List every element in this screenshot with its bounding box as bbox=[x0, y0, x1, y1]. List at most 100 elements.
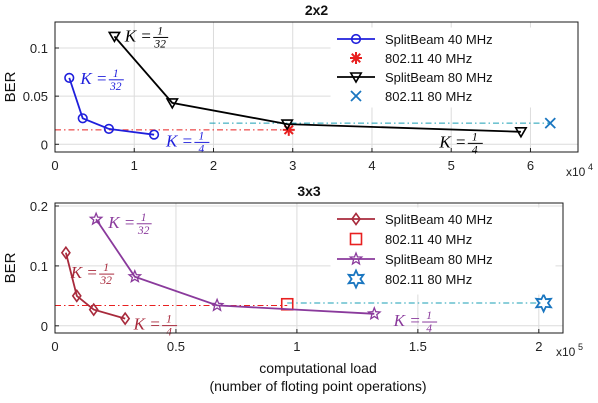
data-point-shape bbox=[88, 302, 99, 317]
legend-label: SplitBeam 80 MHz bbox=[385, 70, 493, 85]
data-point-shape bbox=[514, 126, 528, 139]
data-point bbox=[71, 288, 82, 303]
legend: SplitBeam 40 MHz 802.11 40 MHz SplitBeam 8… bbox=[330, 27, 578, 108]
data-point bbox=[103, 123, 114, 134]
k-annotation-numerator: 1 bbox=[113, 67, 119, 80]
legend-label: 802.11 80 MHz bbox=[385, 272, 472, 287]
x-tick-label: 2 bbox=[210, 158, 217, 173]
k-annotation-label: K = bbox=[124, 26, 152, 45]
series-splitbeam-80-mhz bbox=[88, 211, 382, 321]
data-point bbox=[280, 119, 294, 131]
y-tick-label: 0.1 bbox=[30, 259, 48, 274]
data-point-shape bbox=[148, 129, 160, 140]
data-point bbox=[120, 311, 131, 326]
x-tick-label: 1.5 bbox=[409, 339, 427, 354]
data-point bbox=[64, 72, 75, 83]
k-annotation-label: K = bbox=[393, 311, 421, 330]
legend-marker-shape bbox=[346, 268, 366, 290]
k-annotation-label: K = bbox=[70, 263, 98, 282]
data-point-shape bbox=[88, 211, 104, 226]
series-line bbox=[68, 77, 155, 136]
y-tick-label: 0.1 bbox=[30, 41, 48, 56]
legend-marker bbox=[349, 232, 363, 246]
series-line bbox=[95, 218, 375, 315]
data-point-shape bbox=[280, 119, 294, 131]
legend-marker-shape bbox=[349, 232, 363, 246]
k-annotation: K = 132 bbox=[107, 211, 152, 237]
k-annotation-denominator: 4 bbox=[426, 322, 432, 335]
k-annotation: K = 132 bbox=[70, 261, 115, 287]
k-annotation: K = 132 bbox=[124, 24, 169, 50]
data-point bbox=[165, 98, 179, 110]
legend-marker-stroke bbox=[350, 90, 362, 102]
k-annotation-numerator: 1 bbox=[426, 309, 432, 322]
k-annotation: K = 14 bbox=[133, 313, 178, 339]
x-tick-label: 0 bbox=[51, 158, 58, 173]
data-point bbox=[514, 126, 528, 139]
panel-title: 2x2 bbox=[305, 2, 329, 18]
legend-label: 802.11 80 MHz bbox=[385, 89, 472, 104]
data-point bbox=[127, 268, 143, 283]
legend-marker bbox=[348, 251, 364, 266]
k-annotation-label: K = bbox=[79, 69, 107, 88]
k-annotation: K = 14 bbox=[438, 130, 483, 156]
legend-marker bbox=[349, 72, 363, 84]
data-point-shape bbox=[209, 297, 225, 312]
k-annotation-numerator: 1 bbox=[141, 211, 147, 224]
series-line bbox=[65, 252, 126, 320]
data-point-shape bbox=[77, 113, 88, 124]
data-point-shape bbox=[103, 123, 114, 134]
data-point bbox=[534, 292, 553, 314]
k-annotation-denominator: 32 bbox=[137, 224, 150, 237]
x-tick-label: 2 bbox=[535, 339, 542, 354]
k-annotation: K = 14 bbox=[393, 309, 438, 335]
data-point bbox=[544, 117, 556, 129]
x-axis-multiplier: x10 bbox=[566, 165, 586, 179]
data-point-shape bbox=[366, 305, 382, 321]
legend-label: SplitBeam 40 MHz bbox=[385, 32, 493, 47]
y-axis-label: BER bbox=[2, 71, 19, 102]
series-splitbeam-40-mhz bbox=[64, 72, 160, 140]
legend-marker bbox=[351, 212, 361, 226]
legend-box bbox=[330, 27, 578, 108]
x-tick-label: 1 bbox=[131, 158, 138, 173]
x-tick-label: 0 bbox=[51, 339, 58, 354]
series-802-11-80-mhz bbox=[544, 117, 556, 129]
data-point bbox=[107, 31, 122, 44]
k-annotation: K = 14 bbox=[165, 129, 210, 155]
legend-label: 802.11 40 MHz bbox=[385, 232, 472, 247]
data-point-stroke bbox=[283, 124, 294, 135]
series-802-11-80-mhz bbox=[534, 292, 553, 314]
data-point-shape bbox=[107, 31, 122, 44]
data-point-shape bbox=[71, 288, 82, 303]
y-tick-label: 0 bbox=[41, 319, 48, 334]
x-tick-label: 5 bbox=[448, 158, 455, 173]
data-point-shape bbox=[60, 245, 71, 260]
x-tick-label: 3 bbox=[289, 158, 296, 173]
legend-marker-stroke bbox=[351, 53, 361, 63]
k-annotation-denominator: 32 bbox=[109, 80, 122, 93]
data-point bbox=[366, 305, 382, 321]
legend-marker bbox=[350, 90, 362, 102]
legend-label: SplitBeam 40 MHz bbox=[385, 212, 493, 227]
k-annotation-numerator: 1 bbox=[103, 261, 109, 274]
k-annotation-numerator: 1 bbox=[157, 24, 163, 37]
data-point-shape bbox=[64, 72, 75, 83]
x-tick-label: 6 bbox=[527, 158, 534, 173]
data-point-shape bbox=[127, 268, 143, 283]
k-annotation-label: K = bbox=[133, 315, 161, 334]
x-axis-exponent: 4 bbox=[588, 162, 593, 172]
axes-box bbox=[54, 21, 579, 153]
y-tick-label: 0.2 bbox=[30, 199, 48, 214]
x-tick-label: 1 bbox=[293, 339, 300, 354]
legend-marker-shape bbox=[348, 251, 364, 266]
data-point bbox=[77, 113, 88, 124]
x-tick-label: 0.5 bbox=[167, 339, 185, 354]
data-point-shape bbox=[165, 98, 179, 110]
k-annotation-label: K = bbox=[438, 132, 466, 151]
k-annotation-label: K = bbox=[107, 213, 135, 232]
series-splitbeam-40-mhz bbox=[60, 245, 131, 326]
